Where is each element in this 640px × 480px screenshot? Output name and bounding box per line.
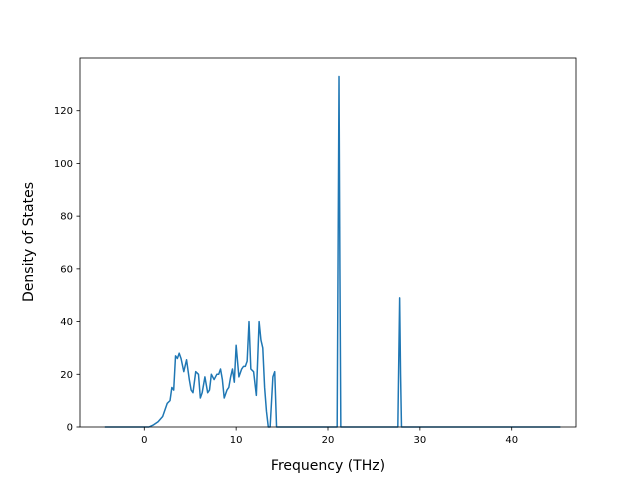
axes-frame	[79, 57, 577, 428]
plot-area	[79, 57, 577, 428]
x-tick-label: 30	[413, 435, 426, 446]
y-tick-label: 60	[60, 264, 73, 275]
y-tick-label: 40	[60, 317, 73, 328]
y-tick-label: 20	[60, 370, 73, 381]
x-tick-label: 10	[230, 435, 243, 446]
y-tick-label: 80	[60, 212, 73, 223]
y-tick-label: 100	[54, 159, 73, 170]
x-axis: 0 10 20 30 40	[141, 427, 518, 446]
x-tick-label: 0	[141, 435, 147, 446]
x-tick-label: 40	[505, 435, 518, 446]
y-axis-label: Density of States	[21, 182, 37, 302]
y-tick-label: 0	[67, 423, 73, 434]
y-tick-label: 120	[54, 106, 73, 117]
y-axis: 0 20 40 60 80 100 120	[54, 106, 80, 434]
dos-line-0	[104, 75, 561, 428]
x-axis-label: Frequency (THz)	[271, 458, 385, 474]
x-tick-label: 20	[322, 435, 335, 446]
